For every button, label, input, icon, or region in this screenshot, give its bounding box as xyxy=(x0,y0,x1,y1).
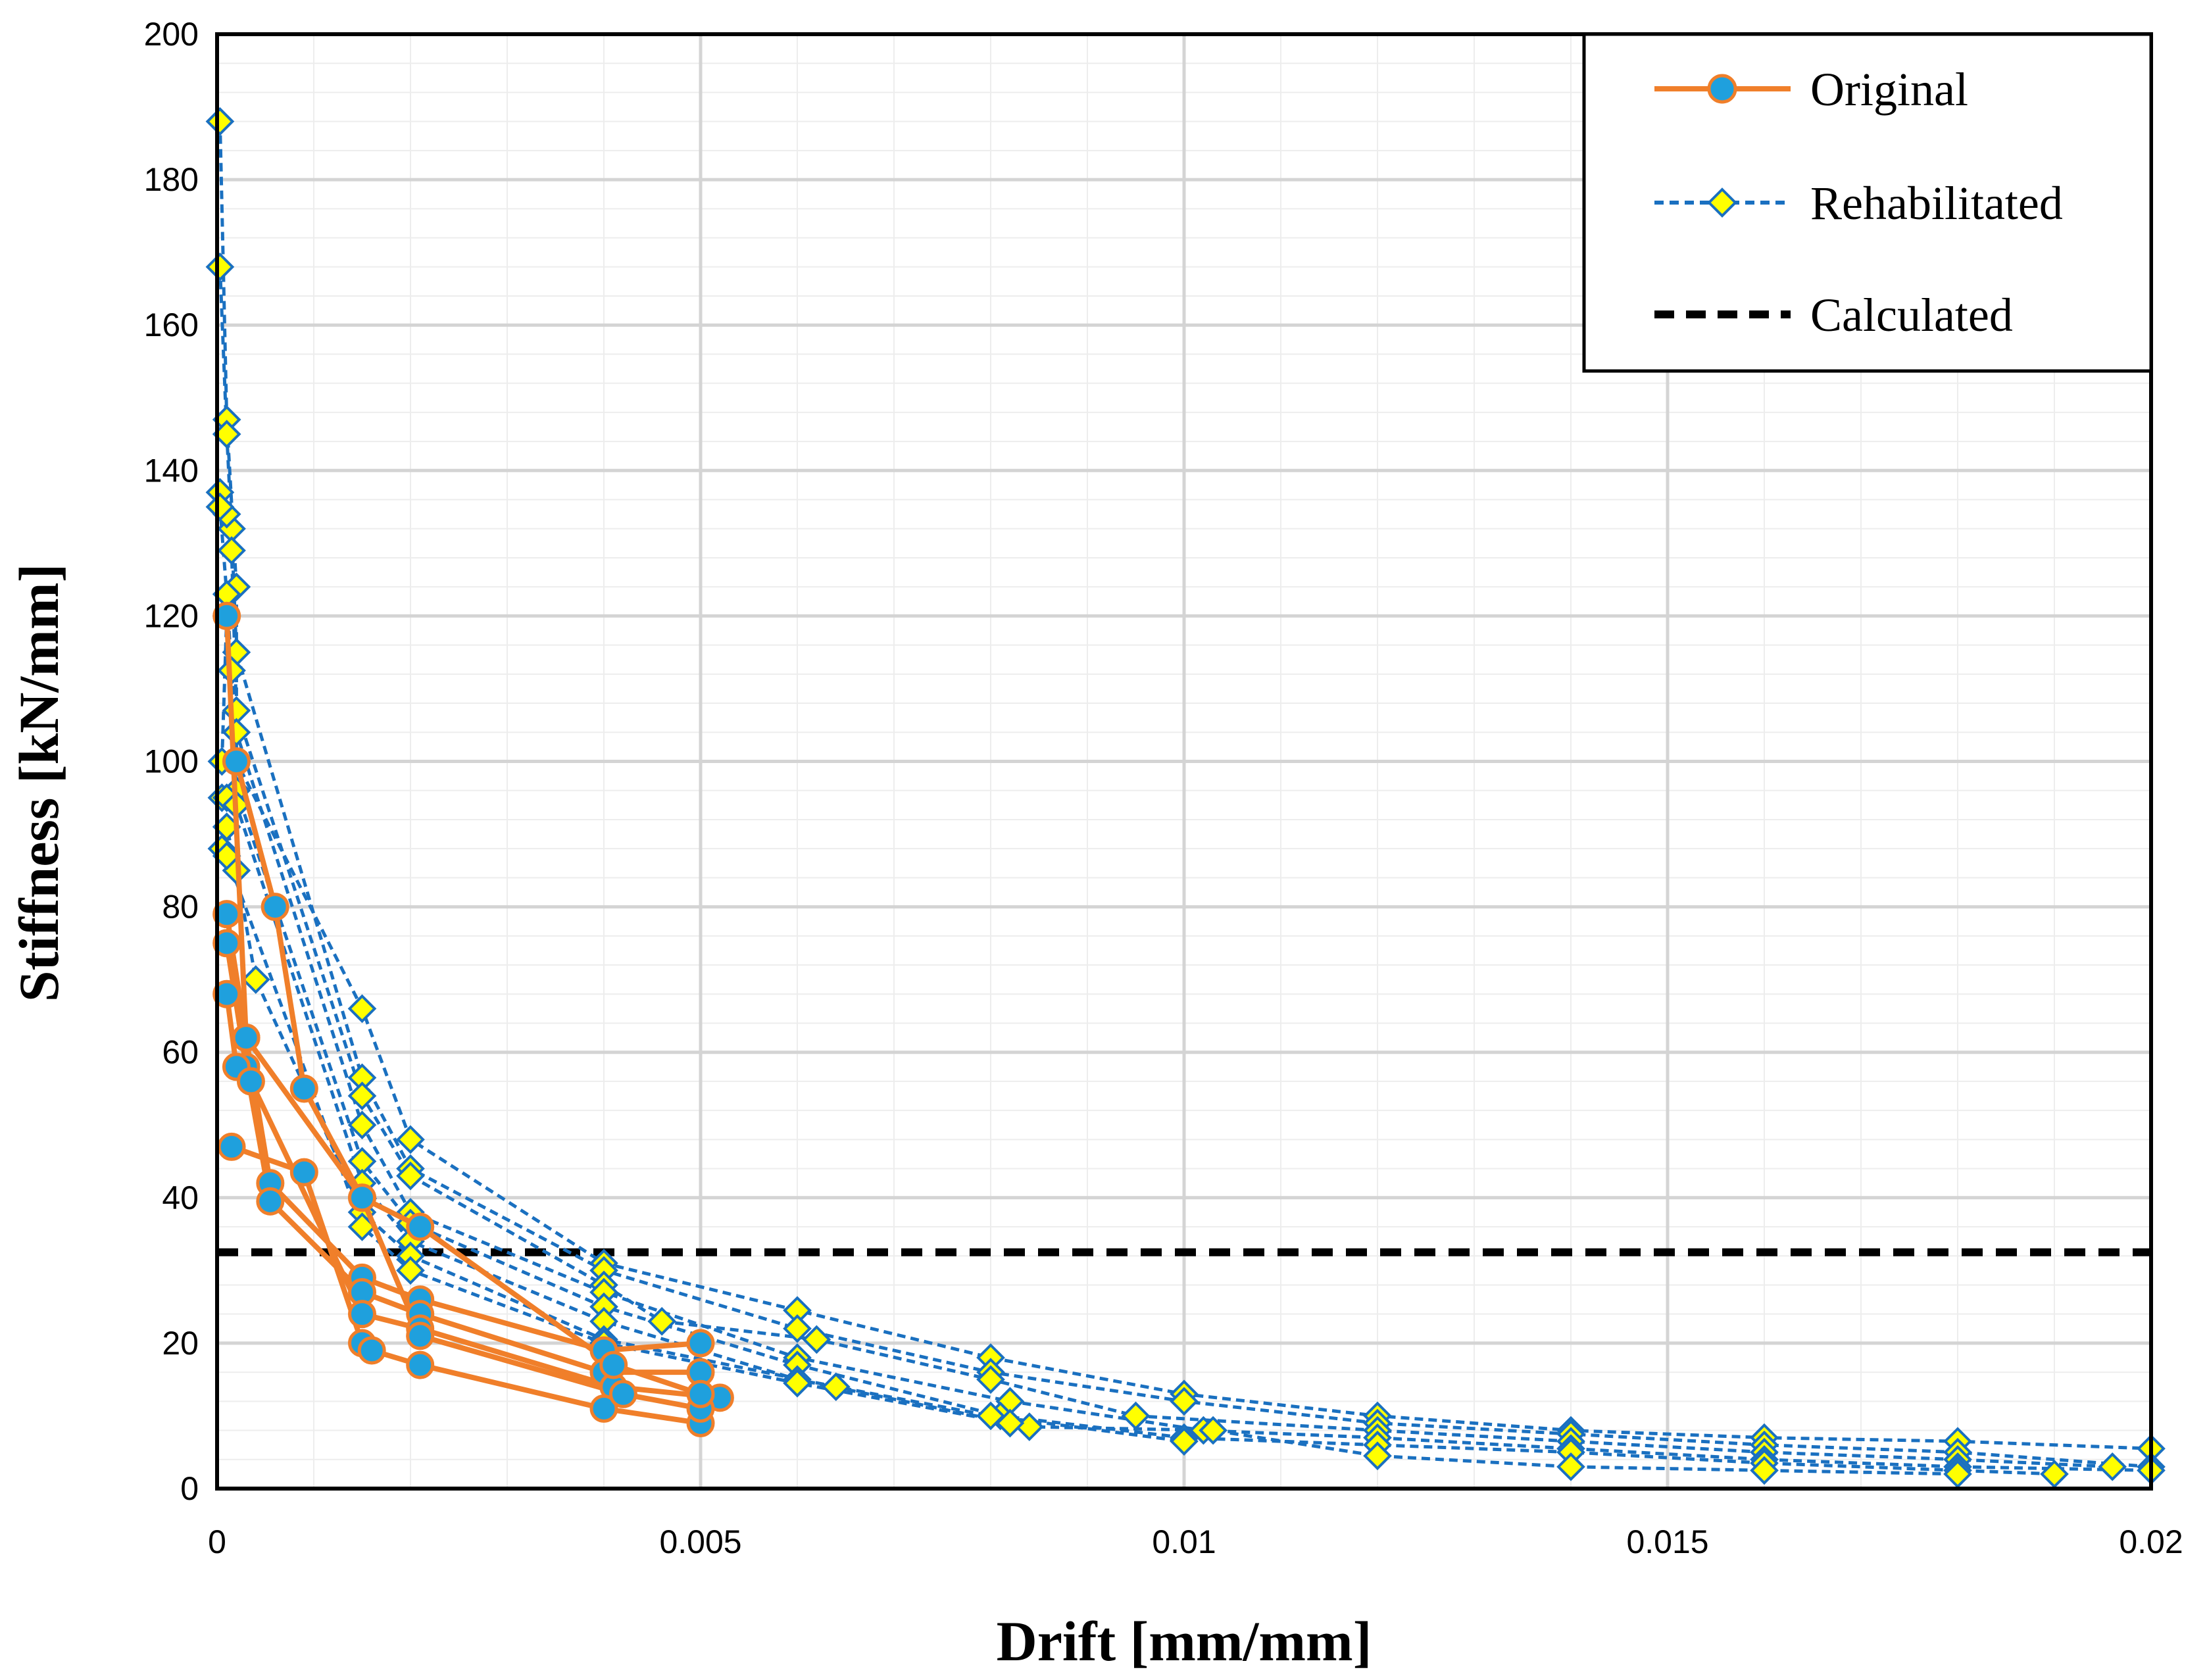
rehabilitated-point xyxy=(1170,1427,1199,1456)
rehabilitated-point xyxy=(396,1125,425,1154)
rehabilitated-point xyxy=(995,1408,1025,1438)
x-axis-title: Drift [mm/mm] xyxy=(997,1610,1372,1673)
y-tick-label: 140 xyxy=(144,452,199,489)
rehabilitated-point xyxy=(783,1314,812,1343)
y-tick-label: 20 xyxy=(162,1325,199,1362)
legend-entry-calculated: Calculated xyxy=(1654,289,2013,341)
rehabilitated-point xyxy=(205,492,235,522)
y-tick-label: 160 xyxy=(144,307,199,343)
legend-calculated-label: Calculated xyxy=(1810,289,2013,341)
original-point xyxy=(289,1074,318,1103)
rehabilitated-point xyxy=(1199,1416,1227,1445)
rehabilitated-curve-5 xyxy=(220,614,2055,1476)
original-point xyxy=(236,1067,265,1096)
x-tick-label: 0.015 xyxy=(1626,1523,1708,1560)
original-point xyxy=(212,601,241,630)
original-point xyxy=(686,1329,715,1358)
legend-rehabilitated-marker xyxy=(1707,187,1737,218)
original-point xyxy=(212,979,241,1008)
rehabilitated-point xyxy=(205,107,235,136)
x-tick-label: 0 xyxy=(208,1523,226,1560)
rehabilitated-point xyxy=(347,994,377,1024)
original-point xyxy=(260,893,289,922)
rehabilitated-point xyxy=(783,1368,812,1398)
rehabilitated-curve-3 xyxy=(218,491,2113,1469)
rehabilitated-point xyxy=(205,252,235,282)
rehabilitated-point xyxy=(976,1365,1005,1395)
original-point xyxy=(599,1350,628,1379)
rehabilitated-point xyxy=(347,1081,377,1110)
original-point xyxy=(406,1350,435,1379)
y-tick-label: 100 xyxy=(144,743,199,780)
x-tick-labels: 0 0.005 0.01 0.015 0.02 xyxy=(208,1523,2183,1560)
y-tick-label: 60 xyxy=(162,1034,199,1071)
original-point xyxy=(212,929,241,958)
original-point xyxy=(357,1336,386,1365)
original-point xyxy=(608,1379,637,1408)
rehabilitated-point xyxy=(1556,1452,1585,1481)
rehabilitated-point xyxy=(1943,1460,1972,1489)
legend-entry-rehabilitated: Rehabilitated xyxy=(1654,177,2063,230)
legend: Original Rehabilitated Calculated xyxy=(1582,32,2153,373)
original-point xyxy=(406,1212,435,1241)
y-tick-label: 80 xyxy=(162,889,199,926)
rehabilitated-point xyxy=(802,1325,831,1354)
legend-original-label: Original xyxy=(1810,63,1968,116)
y-tick-label: 200 xyxy=(144,16,199,53)
plot-frame xyxy=(215,32,2153,1491)
y-tick-labels: 0 20 40 60 80 100 120 140 160 180 200 xyxy=(144,16,199,1507)
legend-rehabilitated-label: Rehabilitated xyxy=(1810,177,2063,230)
original-point xyxy=(217,1132,246,1161)
original-point xyxy=(256,1187,285,1216)
legend-original-marker xyxy=(1707,74,1737,104)
original-point xyxy=(289,1158,318,1187)
rehabilitated-point xyxy=(1363,1441,1392,1471)
y-axis-title: Stiffness [kN/mm] xyxy=(7,564,70,1002)
original-point xyxy=(348,1300,376,1329)
original-point xyxy=(406,1322,435,1350)
rehabilitated-point xyxy=(217,536,246,565)
rehabilitated-point xyxy=(821,1372,851,1402)
x-tick-label: 0.005 xyxy=(659,1523,741,1560)
x-tick-label: 0.01 xyxy=(1152,1523,1216,1560)
rehabilitated-point xyxy=(241,965,270,994)
x-tick-label: 0.02 xyxy=(2119,1523,2183,1560)
y-tick-label: 0 xyxy=(180,1470,199,1507)
rehabilitated-point xyxy=(1750,1456,1779,1485)
rehabilitated-point xyxy=(396,1256,425,1285)
rehabilitated-point xyxy=(347,1110,377,1140)
original-point xyxy=(589,1394,618,1423)
original-curve-2 xyxy=(224,943,701,1375)
original-point xyxy=(222,747,251,776)
original-point xyxy=(686,1379,715,1408)
rehabilitated-point xyxy=(1170,1387,1199,1416)
original-series-layer xyxy=(212,601,734,1438)
rehabilitated-point xyxy=(396,1161,425,1191)
rehabilitated-point xyxy=(1121,1401,1151,1431)
y-tick-label: 40 xyxy=(162,1179,199,1216)
rehabilitated-point xyxy=(2098,1452,2127,1481)
y-tick-label: 120 xyxy=(144,597,199,634)
original-point xyxy=(232,1024,260,1052)
original-curve-6 xyxy=(224,616,702,1397)
rehabilitated-point xyxy=(2040,1460,2069,1489)
y-tick-label: 180 xyxy=(144,161,199,198)
original-point xyxy=(348,1183,376,1212)
original-point xyxy=(212,900,241,929)
rehabilitated-point xyxy=(647,1306,677,1336)
legend-entry-original: Original xyxy=(1654,63,1968,116)
